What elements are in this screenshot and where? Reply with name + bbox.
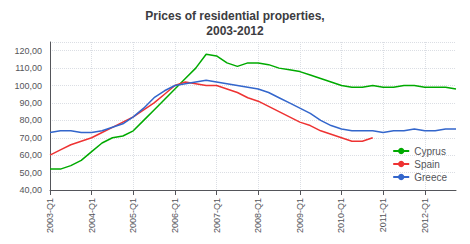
svg-text:Prices of residential properti: Prices of residential properties, bbox=[145, 9, 324, 23]
svg-text:2003-Q1: 2003-Q1 bbox=[45, 198, 55, 233]
svg-text:70,00: 70,00 bbox=[19, 133, 42, 143]
svg-text:100,00: 100,00 bbox=[14, 81, 42, 91]
svg-text:2012-Q1: 2012-Q1 bbox=[420, 198, 430, 233]
svg-text:2010-Q1: 2010-Q1 bbox=[336, 198, 346, 233]
svg-text:2005-Q1: 2005-Q1 bbox=[128, 198, 138, 233]
svg-text:40,00: 40,00 bbox=[19, 185, 42, 195]
svg-text:2011-Q1: 2011-Q1 bbox=[378, 198, 388, 232]
svg-text:2009-Q1: 2009-Q1 bbox=[295, 198, 305, 233]
svg-text:60,00: 60,00 bbox=[19, 150, 42, 160]
svg-text:80,00: 80,00 bbox=[19, 115, 42, 125]
svg-text:Cyprus: Cyprus bbox=[414, 146, 446, 157]
svg-text:Greece: Greece bbox=[414, 172, 447, 183]
svg-text:120,00: 120,00 bbox=[14, 46, 42, 56]
svg-text:Spain: Spain bbox=[414, 159, 440, 170]
svg-text:50,00: 50,00 bbox=[19, 168, 42, 178]
svg-text:2003-2012: 2003-2012 bbox=[206, 24, 264, 38]
svg-text:2006-Q1: 2006-Q1 bbox=[170, 198, 180, 233]
svg-text:110,00: 110,00 bbox=[15, 63, 42, 73]
svg-text:2007-Q1: 2007-Q1 bbox=[212, 198, 222, 233]
svg-text:2004-Q1: 2004-Q1 bbox=[87, 198, 97, 233]
svg-text:90,00: 90,00 bbox=[19, 98, 42, 108]
svg-text:2008-Q1: 2008-Q1 bbox=[253, 198, 263, 233]
